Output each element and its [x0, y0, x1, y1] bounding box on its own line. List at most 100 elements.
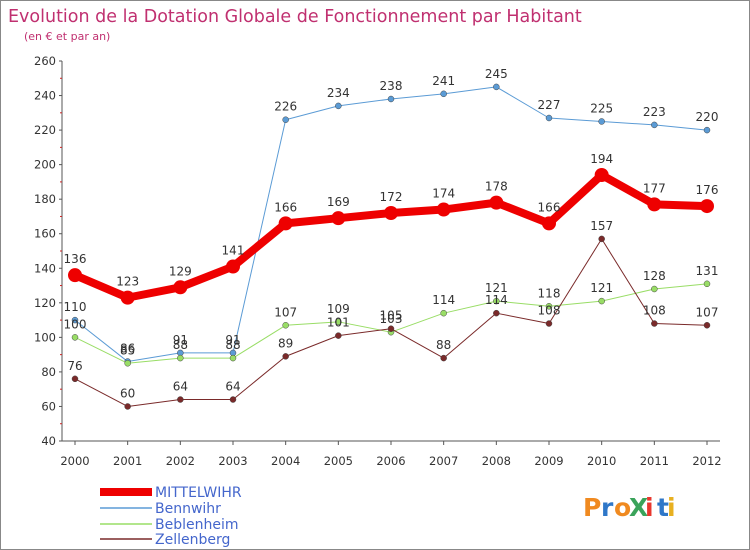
data-point [335, 318, 342, 326]
data-label: 225 [590, 101, 613, 115]
data-label: 88 [436, 338, 451, 352]
data-label: 220 [696, 110, 719, 124]
data-point [545, 114, 553, 122]
data-point [594, 168, 609, 182]
logo-letter: t [657, 493, 669, 522]
data-point [173, 280, 188, 295]
y-tick-label: 120 [34, 296, 56, 310]
data-point [703, 280, 711, 288]
data-label: 174 [432, 187, 455, 201]
data-label: 103 [380, 312, 403, 326]
data-label: 110 [64, 300, 87, 314]
legend-label: Zellenberg [155, 532, 230, 548]
data-label: 85 [120, 343, 135, 357]
data-point [651, 285, 658, 293]
data-point [493, 309, 500, 317]
data-point [436, 202, 451, 217]
x-tick-label: 2011 [640, 454, 669, 468]
legend-label: Bennwihr [155, 501, 221, 517]
data-label: 64 [173, 380, 188, 394]
series-layer [68, 83, 714, 410]
x-tick-label: 2009 [534, 454, 563, 468]
data-point [120, 290, 135, 305]
data-point [545, 320, 553, 327]
data-label: 141 [222, 244, 245, 258]
data-label: 64 [225, 380, 240, 394]
data-point [71, 316, 79, 324]
y-tick-label: 160 [34, 227, 56, 241]
data-point [493, 297, 500, 305]
data-point [124, 360, 131, 367]
data-label: 91 [225, 333, 240, 347]
data-label: 88 [173, 338, 188, 352]
y-tick-label: 260 [34, 54, 56, 68]
data-point [68, 268, 82, 283]
data-label: 169 [327, 195, 350, 209]
data-label: 105 [380, 309, 403, 323]
data-point [545, 303, 553, 310]
y-tick-label: 40 [41, 434, 56, 448]
legend-label: MITTELWIHR [155, 485, 242, 501]
data-label: 234 [327, 86, 350, 100]
data-label: 86 [120, 342, 135, 356]
data-point [598, 235, 605, 243]
x-tick-label: 2003 [218, 454, 247, 468]
data-point [440, 309, 447, 317]
data-point [331, 211, 346, 226]
data-point [387, 325, 395, 332]
chart-subtitle: (en € et par an) [24, 30, 110, 43]
data-label: 123 [116, 275, 139, 289]
data-label: 108 [643, 304, 666, 318]
y-tick-label: 60 [41, 399, 56, 413]
logo-letter: r [601, 493, 614, 522]
data-label: 238 [380, 79, 403, 93]
data-label: 88 [225, 338, 240, 352]
data-label: 118 [538, 286, 561, 300]
y-tick-label: 100 [34, 330, 56, 344]
data-label: 136 [64, 252, 87, 266]
data-label: 114 [485, 293, 508, 307]
axes: 40 60 80 100 120 140 160 180 200 220 240 260 2000 200… [34, 54, 722, 468]
data-point [703, 126, 711, 134]
data-label: 121 [590, 281, 613, 295]
data-point [703, 322, 711, 329]
data-label: 194 [590, 152, 613, 166]
x-tick-label: 2012 [692, 454, 721, 468]
data-point [177, 396, 184, 403]
y-tick-label: 180 [34, 192, 56, 206]
data-point [124, 403, 131, 410]
data-point [278, 216, 293, 231]
data-point [651, 320, 658, 327]
data-point [700, 199, 714, 214]
data-label: 114 [432, 293, 455, 307]
data-label: 176 [696, 183, 719, 197]
y-tick-label: 220 [34, 123, 56, 137]
data-point [440, 354, 447, 362]
x-tick-label: 2000 [60, 454, 89, 468]
data-label: 166 [274, 200, 297, 214]
data-point [387, 95, 395, 103]
data-label: 177 [643, 181, 666, 195]
data-label: 89 [278, 336, 293, 350]
data-point [598, 118, 605, 125]
data-label: 107 [274, 305, 297, 319]
x-tick-label: 2008 [482, 454, 511, 468]
data-label: 101 [327, 316, 350, 330]
data-label: 129 [169, 264, 192, 278]
x-tick-label: 2005 [324, 454, 353, 468]
data-point [651, 121, 658, 129]
data-label: 172 [380, 190, 403, 204]
data-label: 245 [485, 67, 508, 81]
x-tick-label: 2004 [271, 454, 300, 468]
data-label: 223 [643, 105, 666, 119]
data-point [489, 195, 504, 210]
data-label: 60 [120, 386, 135, 400]
logo-letter: o [614, 493, 631, 522]
y-tick-label: 200 [34, 158, 56, 172]
data-label: 128 [643, 269, 666, 283]
x-tick-label: 2007 [429, 454, 458, 468]
legend-label: Beblenheim [155, 517, 239, 533]
x-tick-label: 2010 [587, 454, 616, 468]
logo-letter: i [645, 493, 654, 522]
data-label: 131 [696, 264, 719, 278]
